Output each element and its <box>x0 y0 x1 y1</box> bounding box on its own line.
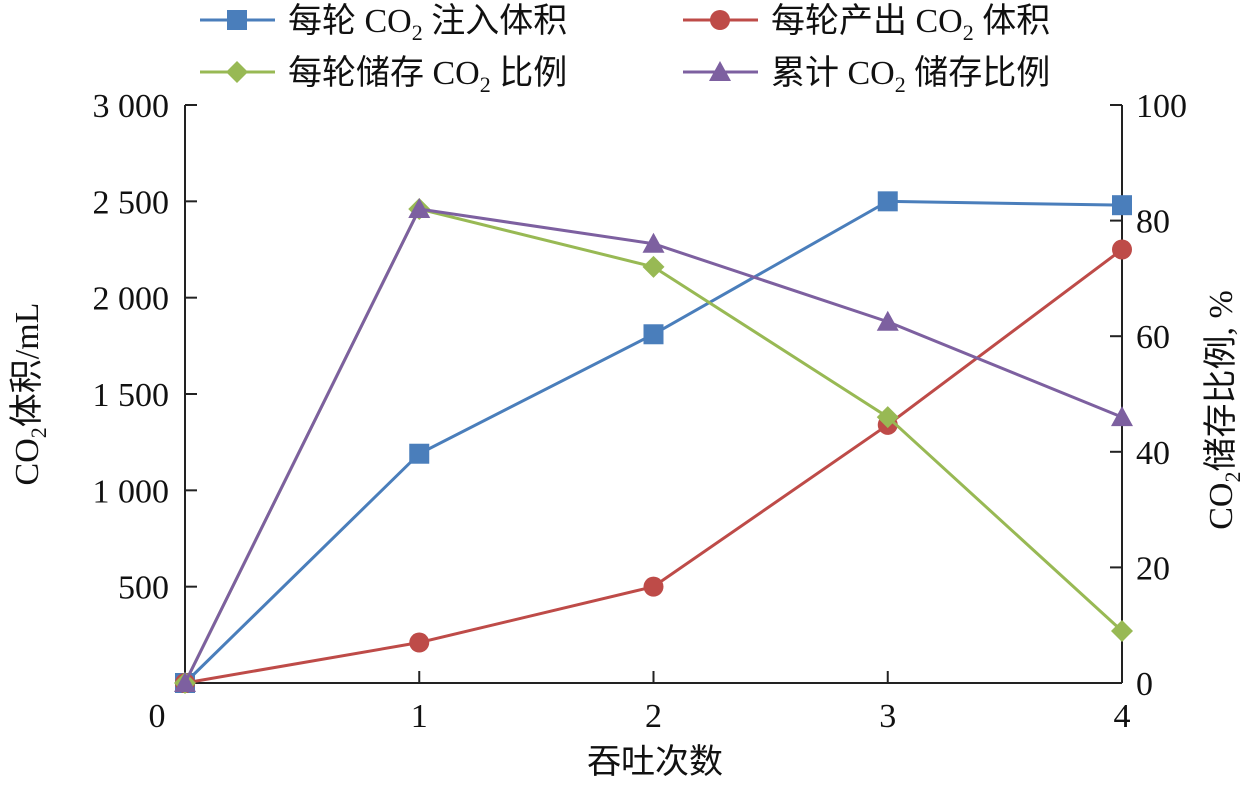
series-layer <box>174 191 1133 694</box>
y-right-tick-label: 0 <box>1136 666 1153 703</box>
y-left-tick-label: 1 000 <box>93 473 170 510</box>
y-right-tick-label: 60 <box>1136 319 1170 356</box>
x-axis-title: 吞吐次数 <box>587 743 723 781</box>
data-point <box>174 672 196 692</box>
legend-label: 累计 CO2 储存比例 <box>771 54 1050 97</box>
series-2 <box>175 239 1132 693</box>
y-right-tick-label: 100 <box>1136 88 1187 125</box>
series-line <box>184 248 1123 685</box>
y-right-axis-title: CO2储存比例, % <box>1202 290 1245 530</box>
legend-label: 每轮储存 CO2 比例 <box>288 54 567 97</box>
data-point <box>1111 406 1133 427</box>
y-left-tick-label: 500 <box>118 570 169 607</box>
y-left-axis-title: CO2体积/mL <box>9 303 51 486</box>
series-4 <box>174 198 1133 692</box>
data-point <box>1112 195 1132 216</box>
data-point <box>876 406 899 429</box>
legend-label: 每轮 CO2 注入体积 <box>288 2 567 45</box>
series-line <box>183 207 1124 684</box>
data-point <box>1112 239 1132 260</box>
y-left-ticks: 500 1 000 1 500 2 000 2 500 3 000 <box>93 88 197 607</box>
y-right-tick-label: 40 <box>1136 435 1170 472</box>
legend-item: 每轮 CO2 注入体积 <box>200 2 567 45</box>
y-left-tick-label: 1 500 <box>93 377 170 414</box>
x-tick-label: 0 <box>149 698 166 735</box>
data-point <box>643 324 664 345</box>
data-point <box>409 632 430 653</box>
data-point <box>408 198 431 219</box>
data-point <box>409 443 430 464</box>
legend-item: 累计 CO2 储存比例 <box>683 54 1050 97</box>
legend-item: 每轮产出 CO2 体积 <box>683 2 1050 45</box>
legend-marker <box>710 10 730 30</box>
y-left-tick-label: 2 500 <box>93 184 170 221</box>
x-ticks: 0 1 2 3 4 <box>149 671 1131 735</box>
y-left-tick-label: 2 000 <box>93 281 170 318</box>
x-tick-label: 1 <box>411 698 428 735</box>
x-tick-label: 3 <box>879 698 896 735</box>
data-point <box>643 576 664 597</box>
y-right-ticks: 0 20 40 60 80 100 <box>1110 88 1187 703</box>
legend-marker <box>226 61 248 83</box>
x-tick-label: 2 <box>645 698 662 735</box>
legend-item: 每轮储存 CO2 比例 <box>200 54 567 97</box>
series-line <box>183 207 1123 684</box>
legend-label: 每轮产出 CO2 体积 <box>771 2 1050 45</box>
data-point <box>1111 619 1133 642</box>
y-right-tick-label: 20 <box>1136 550 1170 587</box>
x-tick-label: 4 <box>1114 698 1131 735</box>
legend-marker <box>227 10 247 30</box>
series-3 <box>174 198 1133 694</box>
data-point <box>877 191 898 212</box>
data-point <box>642 255 665 278</box>
y-left-tick-label: 3 000 <box>93 88 170 125</box>
data-point <box>876 310 899 331</box>
data-point <box>642 232 665 253</box>
legend-marker <box>709 61 731 81</box>
y-right-tick-label: 80 <box>1136 204 1170 241</box>
